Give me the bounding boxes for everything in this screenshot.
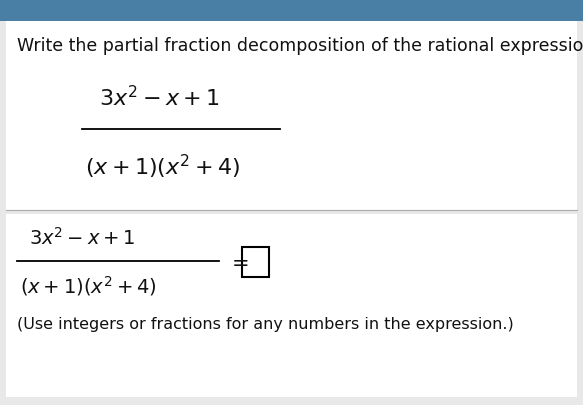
FancyBboxPatch shape (6, 215, 577, 397)
Text: $3x^2-x+1$: $3x^2-x+1$ (29, 226, 135, 248)
FancyBboxPatch shape (242, 247, 269, 277)
Text: (Use integers or fractions for any numbers in the expression.): (Use integers or fractions for any numbe… (17, 316, 514, 331)
Text: $3x^2-x+1$: $3x^2-x+1$ (99, 85, 220, 110)
Text: Write the partial fraction decomposition of the rational expression.: Write the partial fraction decomposition… (17, 36, 583, 54)
FancyBboxPatch shape (0, 0, 583, 22)
Text: $(x+1)(x^2+4)$: $(x+1)(x^2+4)$ (85, 152, 240, 180)
Text: $(x+1)(x^2+4)$: $(x+1)(x^2+4)$ (20, 274, 157, 297)
FancyBboxPatch shape (6, 22, 577, 211)
Text: $=$: $=$ (227, 251, 249, 271)
